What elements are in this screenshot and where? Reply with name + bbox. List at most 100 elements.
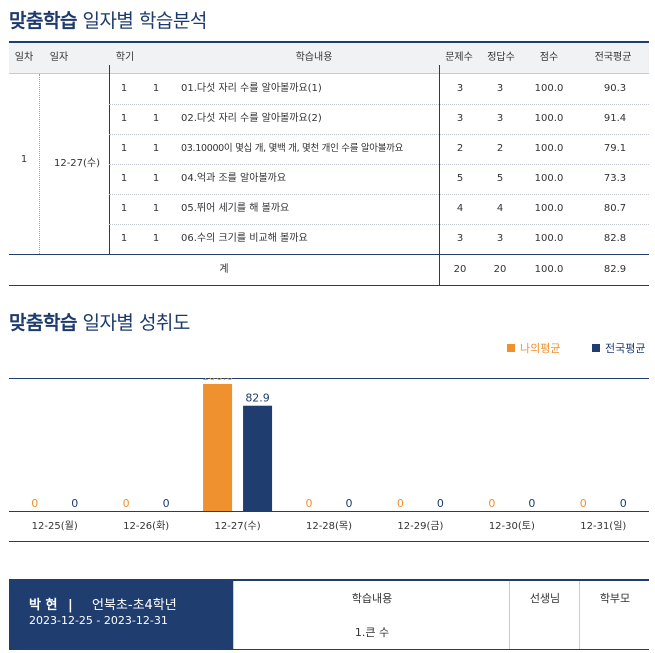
national-avg-cell: 79.1 [603,143,627,154]
score-cell: 100.0 [534,203,564,214]
questions-cell: 2 [456,143,464,154]
data-label-mine: 0 [488,497,495,510]
total-score: 100.0 [534,264,564,275]
data-label-mine: 0 [397,497,404,510]
legend-mine: 나의평균 [507,340,560,356]
report-footer: 박 현 | 언북초-초4학년 2023-12-25 - 2023-12-31 학… [9,579,649,650]
data-label-national: 0 [163,497,170,510]
x-tick-label: 12-26(화) [123,520,169,532]
x-tick-label: 12-29(금) [397,520,443,532]
daily-achievement-title: 맞춤학습 일자별 성취도 [9,308,190,335]
header-content: 학습내용 [295,52,333,63]
col-divider [439,65,440,285]
content-cell: 04.억과 조를 알아볼까요 [181,173,287,184]
date-cell: 12-27(수) [53,158,101,169]
legend-national-swatch [592,344,600,352]
bar-national [243,405,273,511]
footer-parent-col: 학부모 [579,581,650,649]
data-label-national: 82.9 [245,392,270,405]
table-row: 1 1 06.수의 크기를 비교해 볼까요 3 3 100.0 82.8 [109,224,649,254]
x-tick-label: 12-31(일) [580,520,626,532]
learning-analysis-table: 일차 일자 학기 학습내용 문제수 정답수 점수 전국평균 1 12-27(수)… [9,41,649,286]
data-label-national: 0 [437,497,444,510]
total-correct: 20 [493,264,507,275]
legend-mine-swatch [507,344,515,352]
questions-cell: 3 [456,83,464,94]
content-cell: 02.다섯 자리 수를 알아볼까요(2) [181,113,322,124]
term-cell: 1 [120,83,128,94]
report-date-range: 2023-12-25 - 2023-12-31 [29,614,168,627]
national-avg-cell: 73.3 [603,173,627,184]
header-score: 점수 [539,52,559,63]
term-cell: 1 [120,173,128,184]
data-label-mine: 0 [123,497,130,510]
student-school: 언북초-초4학년 [92,598,177,613]
x-tick-label: 12-27(수) [215,520,261,532]
legend-mine-label: 나의평균 [520,342,561,355]
national-avg-cell: 80.7 [603,203,627,214]
unit-cell: 1 [152,233,160,244]
unit-cell: 1 [152,143,160,154]
correct-cell: 3 [496,113,504,124]
title-bold: 맞춤학습 [9,10,77,32]
questions-cell: 4 [456,203,464,214]
x-tick-label: 12-25(월) [32,520,78,532]
score-cell: 100.0 [534,143,564,154]
data-label-mine: 0 [306,497,313,510]
total-questions: 20 [453,264,467,275]
student-info-panel: 박 현 | 언북초-초4학년 2023-12-25 - 2023-12-31 [9,581,233,649]
score-cell: 100.0 [534,233,564,244]
title-rest: 일자별 학습분석 [82,10,207,32]
table-row: 1 1 02.다섯 자리 수를 알아볼까요(2) 3 3 100.0 91.4 [109,104,649,135]
day-no-cell: 1 [20,154,28,165]
term-cell: 1 [120,203,128,214]
footer-teacher-col: 선생님 [509,581,580,649]
correct-cell: 2 [496,143,504,154]
header-day-no: 일차 [14,52,34,63]
unit-cell: 1 [152,113,160,124]
header-date: 일자 [49,52,69,63]
title-bold: 맞춤학습 [9,312,77,334]
daily-analysis-title: 맞춤학습 일자별 학습분석 [9,6,207,33]
table-row: 1 1 04.억과 조를 알아볼까요 5 5 100.0 73.3 [109,164,649,195]
header-correct: 정답수 [487,52,515,63]
footer-content-value: 1.큰 수 [354,626,390,639]
unit-cell: 1 [152,203,160,214]
content-cell: 06.수의 크기를 비교해 볼까요 [181,233,308,244]
name-separator: | [67,598,73,613]
score-cell: 100.0 [534,113,564,124]
student-name-text: 박 현 [29,598,58,613]
header-term: 학기 [115,52,135,63]
title-rest: 일자별 성취도 [82,312,190,334]
unit-cell: 1 [152,83,160,94]
legend-national-label: 전국평균 [605,342,646,355]
content-cell: 01.다섯 자리 수를 알아볼까요(1) [181,83,322,94]
national-avg-cell: 82.8 [603,233,627,244]
term-cell: 1 [120,113,128,124]
data-label-national: 0 [620,497,627,510]
questions-cell: 3 [456,113,464,124]
correct-cell: 5 [496,173,504,184]
correct-cell: 3 [496,83,504,94]
table-row: 1 1 01.다섯 자리 수를 알아볼까요(1) 3 3 100.0 90.3 [109,74,649,105]
score-cell: 100.0 [534,173,564,184]
total-label: 계 [219,264,229,275]
correct-cell: 3 [496,233,504,244]
col-divider [39,74,40,254]
header-national-avg: 전국평균 [594,52,632,63]
national-avg-cell: 91.4 [603,113,627,124]
term-cell: 1 [120,143,128,154]
legend-national: 전국평균 [592,340,645,356]
unit-cell: 1 [152,173,160,184]
achievement-bar-chart: 0 0 12-25(월) 0 0 12-26(화) 100.0 82.9 12-27(수) 0 0 1… [9,378,649,542]
footer-content-header: 학습내용 [351,592,393,605]
table-header: 일차 일자 학기 학습내용 문제수 정답수 점수 전국평균 [9,43,649,74]
data-label-mine: 0 [580,497,587,510]
student-name: 박 현 | [29,594,73,613]
x-tick-label: 12-28(목) [306,520,352,532]
x-tick-label: 12-30(토) [489,521,535,532]
table-row: 1 1 03.10000이 몇십 개, 몇백 개, 몇천 개인 수를 알아볼까요… [109,134,649,165]
content-cell: 03.10000이 몇십 개, 몇백 개, 몇천 개인 수를 알아볼까요 [181,143,404,154]
col-divider [109,65,110,255]
footer-parent-header: 학부모 [599,592,631,605]
